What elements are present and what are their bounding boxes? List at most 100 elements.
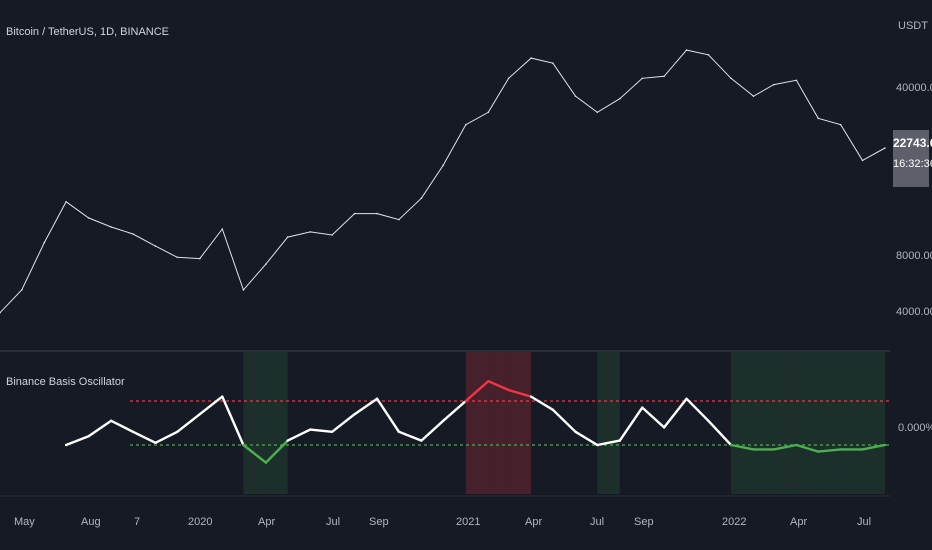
price-point [21, 289, 23, 291]
price-point [552, 62, 554, 64]
price-point [817, 117, 819, 120]
price-point [110, 226, 112, 228]
oscillator-segment [729, 443, 755, 451]
price-point [641, 77, 644, 80]
price-point [353, 212, 356, 215]
oscillator-band [773, 352, 797, 494]
oscillator-series [64, 380, 887, 464]
oscillator-band [488, 352, 509, 494]
time-axis-label: Jul [857, 516, 872, 528]
price-point [465, 123, 467, 126]
price-point [43, 241, 46, 244]
price-series [0, 49, 886, 314]
oscillator-segment [487, 380, 510, 392]
price-point [861, 159, 864, 162]
price-axis-tick: 8000.00 [896, 250, 932, 262]
time-axis-label: Jul [326, 516, 341, 528]
price-point [773, 83, 775, 86]
price-point [376, 212, 378, 215]
time-axis-label: 2020 [188, 516, 213, 528]
time-axis-label: 7 [134, 516, 141, 528]
price-point [707, 54, 710, 56]
time-axis-label: Jul [590, 516, 605, 528]
price-point [132, 233, 134, 235]
oscillator-band [243, 352, 266, 494]
oscillator-segment [772, 443, 798, 451]
oscillator-segment [242, 443, 268, 464]
chart-title: Bitcoin / TetherUS, 1D, BINANCE [6, 26, 170, 38]
oscillator-segment [795, 443, 820, 453]
price-point [619, 97, 621, 100]
oscillator-segment [154, 430, 179, 444]
oscillator-band [818, 352, 841, 494]
price-point [0, 311, 1, 314]
time-axis-label: Apr [258, 516, 276, 528]
price-point [442, 164, 445, 167]
time-axis-label: Apr [525, 516, 543, 528]
price-point [154, 245, 157, 247]
last-price-tag: 22743.62 16:32:36 [893, 130, 932, 187]
time-axis-label: May [14, 516, 35, 528]
oscillator-band [465, 352, 489, 494]
indicator-title[interactable]: Binance Basis Oscillator [6, 376, 125, 388]
price-point [221, 228, 224, 230]
oscillator-segment [464, 380, 490, 403]
time-axis-label: 2021 [456, 516, 481, 528]
price-axis-tick: 40000.00 [896, 82, 932, 94]
oscillator-segment [353, 397, 379, 416]
price-point [331, 234, 333, 236]
oscillator-band [840, 352, 863, 494]
oscillator-band [731, 352, 754, 494]
oscillator-segment [176, 413, 202, 433]
oscillator-band [796, 352, 819, 494]
oscillator-segment [618, 406, 644, 442]
price-point [574, 95, 577, 97]
oscillator-band [597, 352, 620, 494]
time-axis-label: Aug [81, 516, 101, 528]
price-point [176, 256, 179, 259]
price-point [487, 111, 490, 114]
oscillator-segment [375, 397, 401, 433]
price-point [265, 263, 267, 265]
oscillator-segment [529, 395, 555, 411]
price-point [685, 49, 688, 51]
oscillator-segment [551, 408, 577, 433]
oscillator-segment [662, 397, 688, 429]
price-axis-unit: USDT [898, 20, 928, 32]
price-point [752, 95, 755, 97]
price-point [65, 201, 67, 203]
price-line [0, 49, 886, 314]
price-point [87, 217, 90, 219]
oscillator-segment [264, 439, 289, 464]
oscillator-segment [221, 395, 245, 447]
price-point [199, 257, 201, 260]
oscillator-segment [131, 430, 157, 444]
oscillator-segment [109, 419, 135, 433]
price-point [309, 231, 312, 233]
price-point [839, 123, 842, 126]
price-point [795, 79, 798, 82]
price-point [398, 218, 400, 221]
oscillator-segment [397, 430, 423, 442]
bar-countdown: 16:32:36 [893, 158, 932, 170]
price-point [663, 75, 665, 78]
price-point [730, 77, 732, 80]
price-point [286, 236, 289, 238]
oscillator-background-bands [243, 352, 885, 494]
oscillator-segment [442, 399, 467, 422]
price-axis-tick: 4000.00 [896, 306, 932, 318]
last-price-value: 22743.62 [893, 136, 932, 150]
oscillator-segment [817, 448, 842, 453]
oscillator-band [753, 352, 774, 494]
oscillator-segment [596, 439, 621, 447]
price-point [420, 197, 423, 199]
oscillator-segment [685, 397, 710, 422]
oscillator-segment [64, 435, 90, 447]
oscillator-segment [87, 419, 113, 438]
price-point [884, 147, 886, 149]
oscillator-band [508, 352, 532, 494]
oscillator-segment [707, 419, 733, 447]
price-point [596, 111, 599, 114]
oscillator-segment [861, 443, 887, 451]
